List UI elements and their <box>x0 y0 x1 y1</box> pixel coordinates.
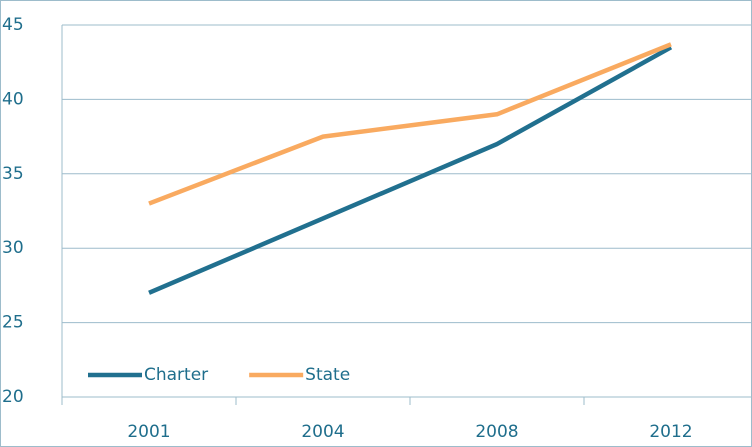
y-tick-label: 40 <box>2 89 24 109</box>
y-tick-label: 25 <box>2 313 24 333</box>
y-tick-label: 45 <box>2 15 24 35</box>
y-tick-label: 20 <box>2 387 24 407</box>
x-tick-label: 2012 <box>649 422 692 442</box>
x-tick-label: 2008 <box>475 422 518 442</box>
x-tick-label: 2004 <box>301 422 344 442</box>
legend-label: Charter <box>144 365 208 385</box>
legend-label: State <box>305 365 350 385</box>
series-line <box>148 45 673 295</box>
y-tick-label: 35 <box>2 164 24 184</box>
series-line <box>148 42 672 206</box>
y-tick-label: 30 <box>2 238 24 258</box>
x-tick-label: 2001 <box>127 422 170 442</box>
